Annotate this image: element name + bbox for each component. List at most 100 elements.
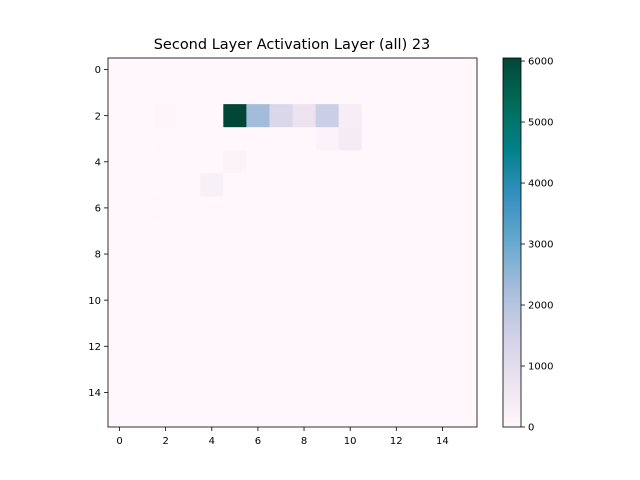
- heatmap-cell: [269, 380, 293, 405]
- heatmap-cell: [154, 357, 178, 382]
- heatmap-cell: [361, 81, 386, 105]
- heatmap-cell: [269, 196, 293, 220]
- heatmap-cell: [223, 403, 247, 428]
- heatmap-cell: [154, 403, 178, 428]
- heatmap-cell: [131, 380, 155, 405]
- heatmap-cell: [292, 196, 316, 220]
- heatmap-cell: [292, 334, 316, 359]
- x-tick-label: 14: [436, 436, 449, 447]
- heatmap-cell: [131, 127, 155, 151]
- heatmap-cell: [453, 380, 478, 405]
- heatmap-cell: [200, 196, 224, 220]
- heatmap-cell: [246, 127, 270, 151]
- heatmap-cell: [223, 334, 247, 359]
- heatmap-cell: [223, 380, 247, 405]
- y-tick-label: 8: [95, 250, 101, 261]
- heatmap-cell: [200, 81, 224, 105]
- heatmap-cell: [384, 104, 409, 128]
- heatmap-cell: [200, 311, 224, 336]
- heatmap-cell: [108, 357, 132, 382]
- heatmap-cell: [131, 311, 155, 336]
- y-tick-label: 0: [95, 65, 101, 76]
- heatmap-cell: [108, 58, 132, 82]
- heatmap-cell: [131, 288, 155, 313]
- heatmap-cell: [453, 311, 478, 336]
- heatmap-cell: [200, 127, 224, 151]
- heatmap-cell: [154, 173, 178, 197]
- heatmap-cell: [200, 380, 224, 405]
- heatmap-cell: [177, 127, 201, 151]
- heatmap-cell: [407, 288, 432, 313]
- heatmap-cell: [407, 81, 432, 105]
- heatmap-cell: [430, 196, 455, 220]
- heatmap-cell: [223, 173, 247, 197]
- heatmap-cell: [154, 311, 178, 336]
- heatmap-cell: [246, 219, 270, 243]
- heatmap-cell: [407, 58, 432, 82]
- heatmap-cell: [200, 403, 224, 428]
- heatmap-cell: [131, 81, 155, 105]
- heatmap-cell: [315, 173, 339, 197]
- heatmap-cell: [154, 81, 178, 105]
- heatmap-cell: [269, 403, 293, 428]
- heatmap-cell: [315, 334, 339, 359]
- colorbar-tick-label: 4000: [528, 179, 553, 190]
- heatmap-cell: [269, 127, 293, 151]
- heatmap-cell: [292, 265, 316, 289]
- heatmap-cell: [384, 265, 409, 289]
- heatmap-cell: [430, 311, 455, 336]
- heatmap-cell: [177, 334, 201, 359]
- colorbar-tick-label: 6000: [528, 57, 553, 68]
- heatmap-cell: [361, 288, 386, 313]
- plot-frame: [107, 57, 478, 428]
- heatmap-cell: [315, 127, 339, 151]
- heatmap-cell: [430, 357, 455, 382]
- heatmap-cell: [154, 219, 178, 243]
- heatmap-cell: [407, 311, 432, 336]
- heatmap-cell: [453, 357, 478, 382]
- heatmap-cell: [453, 150, 478, 174]
- heatmap-cell: [246, 403, 270, 428]
- heatmap-cell: [131, 58, 155, 82]
- heatmap-cell: [384, 196, 409, 220]
- heatmap-cell: [223, 81, 247, 105]
- colorbar-tick-label: 0: [528, 423, 534, 434]
- heatmap-cell: [384, 242, 409, 266]
- heatmap-cell: [315, 242, 339, 266]
- heatmap-cell: [269, 288, 293, 313]
- heatmap-cell: [223, 150, 247, 174]
- heatmap-cell: [246, 357, 270, 382]
- heatmap-cell: [338, 403, 363, 428]
- heatmap-cell: [453, 104, 478, 128]
- heatmap-cell: [269, 265, 293, 289]
- heatmap-cell: [338, 380, 363, 405]
- heatmap-cell: [315, 104, 339, 128]
- heatmap-cell: [269, 334, 293, 359]
- heatmap-cell: [177, 196, 201, 220]
- heatmap-cell: [269, 173, 293, 197]
- heatmap-cell: [407, 196, 432, 220]
- heatmap-cell: [361, 150, 386, 174]
- heatmap-cell: [430, 58, 455, 82]
- heatmap-cell: [200, 173, 224, 197]
- heatmap-cell: [200, 58, 224, 82]
- heatmap-cell: [292, 242, 316, 266]
- heatmap-cell: [453, 403, 478, 428]
- heatmap-cell: [177, 288, 201, 313]
- colorbar-tick-label: 5000: [528, 118, 553, 129]
- heatmap-cell: [338, 219, 363, 243]
- heatmap-cell: [246, 265, 270, 289]
- heatmap-cell: [131, 104, 155, 128]
- heatmap-cell: [108, 196, 132, 220]
- x-tick-label: 2: [162, 436, 168, 447]
- heatmap-cell: [200, 242, 224, 266]
- heatmap-cell: [108, 288, 132, 313]
- heatmap-cell: [453, 127, 478, 151]
- heatmap-cell: [223, 58, 247, 82]
- heatmap-cell: [108, 265, 132, 289]
- heatmap-cell: [361, 357, 386, 382]
- heatmap-cell: [407, 127, 432, 151]
- heatmap-cell: [269, 104, 293, 128]
- heatmap-cell: [131, 357, 155, 382]
